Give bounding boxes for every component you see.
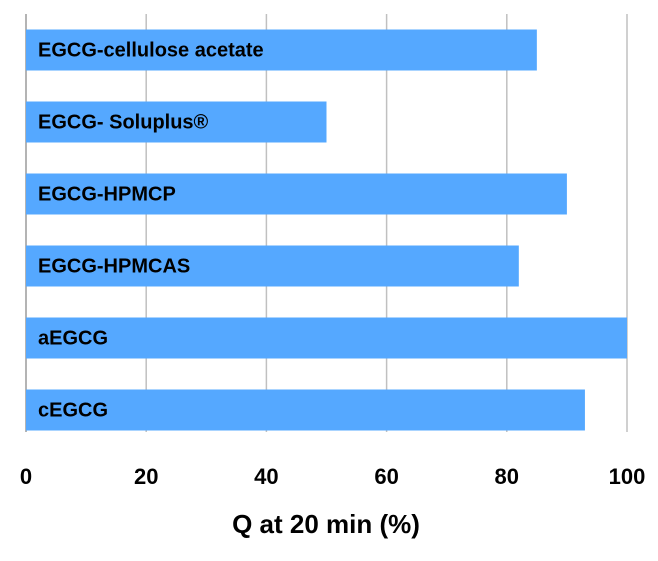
x-tick-label: 20 (134, 464, 158, 489)
bar (26, 29, 537, 71)
x-tick-label: 60 (374, 464, 398, 489)
x-tick-label: 40 (254, 464, 278, 489)
category-label: aEGCG (38, 327, 108, 349)
bar (26, 317, 627, 359)
category-label: EGCG- Soluplus® (38, 111, 209, 133)
x-tick-label: 100 (609, 464, 646, 489)
bar (26, 173, 567, 215)
bar (26, 101, 327, 143)
x-tick-label: 80 (495, 464, 519, 489)
bar (26, 389, 585, 431)
x-tick-label: 0 (20, 464, 32, 489)
category-label: EGCG-HPMCAS (38, 255, 190, 277)
bar (26, 245, 519, 287)
category-label: cEGCG (38, 399, 108, 421)
x-axis-title: Q at 20 min (%) (232, 509, 420, 539)
category-label: EGCG-cellulose acetate (38, 39, 264, 61)
category-label: EGCG-HPMCP (38, 183, 176, 205)
